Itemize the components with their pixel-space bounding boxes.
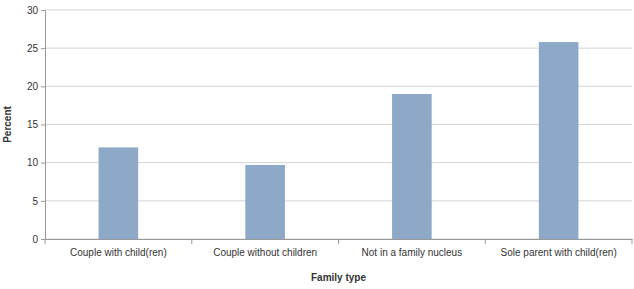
x-tick: Couple with child(ren) — [70, 247, 167, 258]
bar — [392, 94, 432, 239]
y-tick: 5 — [32, 196, 45, 207]
bar — [99, 147, 139, 239]
tick-mark — [41, 125, 45, 126]
tick-mark — [41, 86, 45, 87]
separator — [338, 239, 339, 244]
y-tick: 10 — [27, 157, 45, 168]
tick-label: 30 — [27, 5, 39, 16]
tick-label: 20 — [27, 81, 39, 92]
tick-label: 25 — [27, 43, 39, 54]
y-tick: 25 — [27, 43, 45, 54]
x-axis: Couple with child(ren) Couple without chi… — [46, 240, 633, 259]
tick-label: Sole parent with child(ren) — [501, 247, 617, 258]
tick-label: 0 — [32, 234, 38, 245]
x-tick: Not in a family nucleus — [362, 247, 463, 258]
separator — [632, 239, 633, 244]
separator — [191, 239, 192, 244]
y-tick: 20 — [27, 81, 45, 92]
y-tick: 0 — [32, 234, 45, 245]
x-tick: Sole parent with child(ren) — [501, 247, 617, 258]
y-axis: 0 5 10 15 20 25 30 — [27, 5, 46, 245]
x-axis-title: Family type — [311, 272, 366, 283]
tick-label: 5 — [32, 196, 38, 207]
tick-label: Couple with child(ren) — [70, 247, 167, 258]
y-tick: 15 — [27, 119, 45, 130]
grid-line — [45, 10, 632, 11]
chart: 051015202530Couple with child(ren)Couple… — [0, 0, 634, 289]
bar — [539, 42, 579, 239]
y-tick: 30 — [27, 5, 45, 16]
tick-label: 15 — [27, 119, 39, 130]
tick-mark — [41, 48, 45, 49]
separator — [485, 239, 486, 244]
grid — [45, 10, 632, 239]
tick-label: 10 — [27, 157, 39, 168]
tick-label: Not in a family nucleus — [362, 247, 463, 258]
tick-label: Couple without children — [213, 247, 317, 258]
x-tick: Couple without children — [213, 247, 317, 258]
tick-mark — [41, 201, 45, 202]
category-separators — [45, 239, 632, 244]
y-axis-title: Percent — [2, 105, 13, 142]
bar — [245, 165, 285, 239]
separator — [45, 239, 46, 244]
axis-line — [41, 11, 46, 240]
tick-mark — [41, 239, 45, 240]
bars — [99, 42, 579, 239]
tick-mark — [41, 10, 45, 11]
tick-mark — [41, 163, 45, 164]
